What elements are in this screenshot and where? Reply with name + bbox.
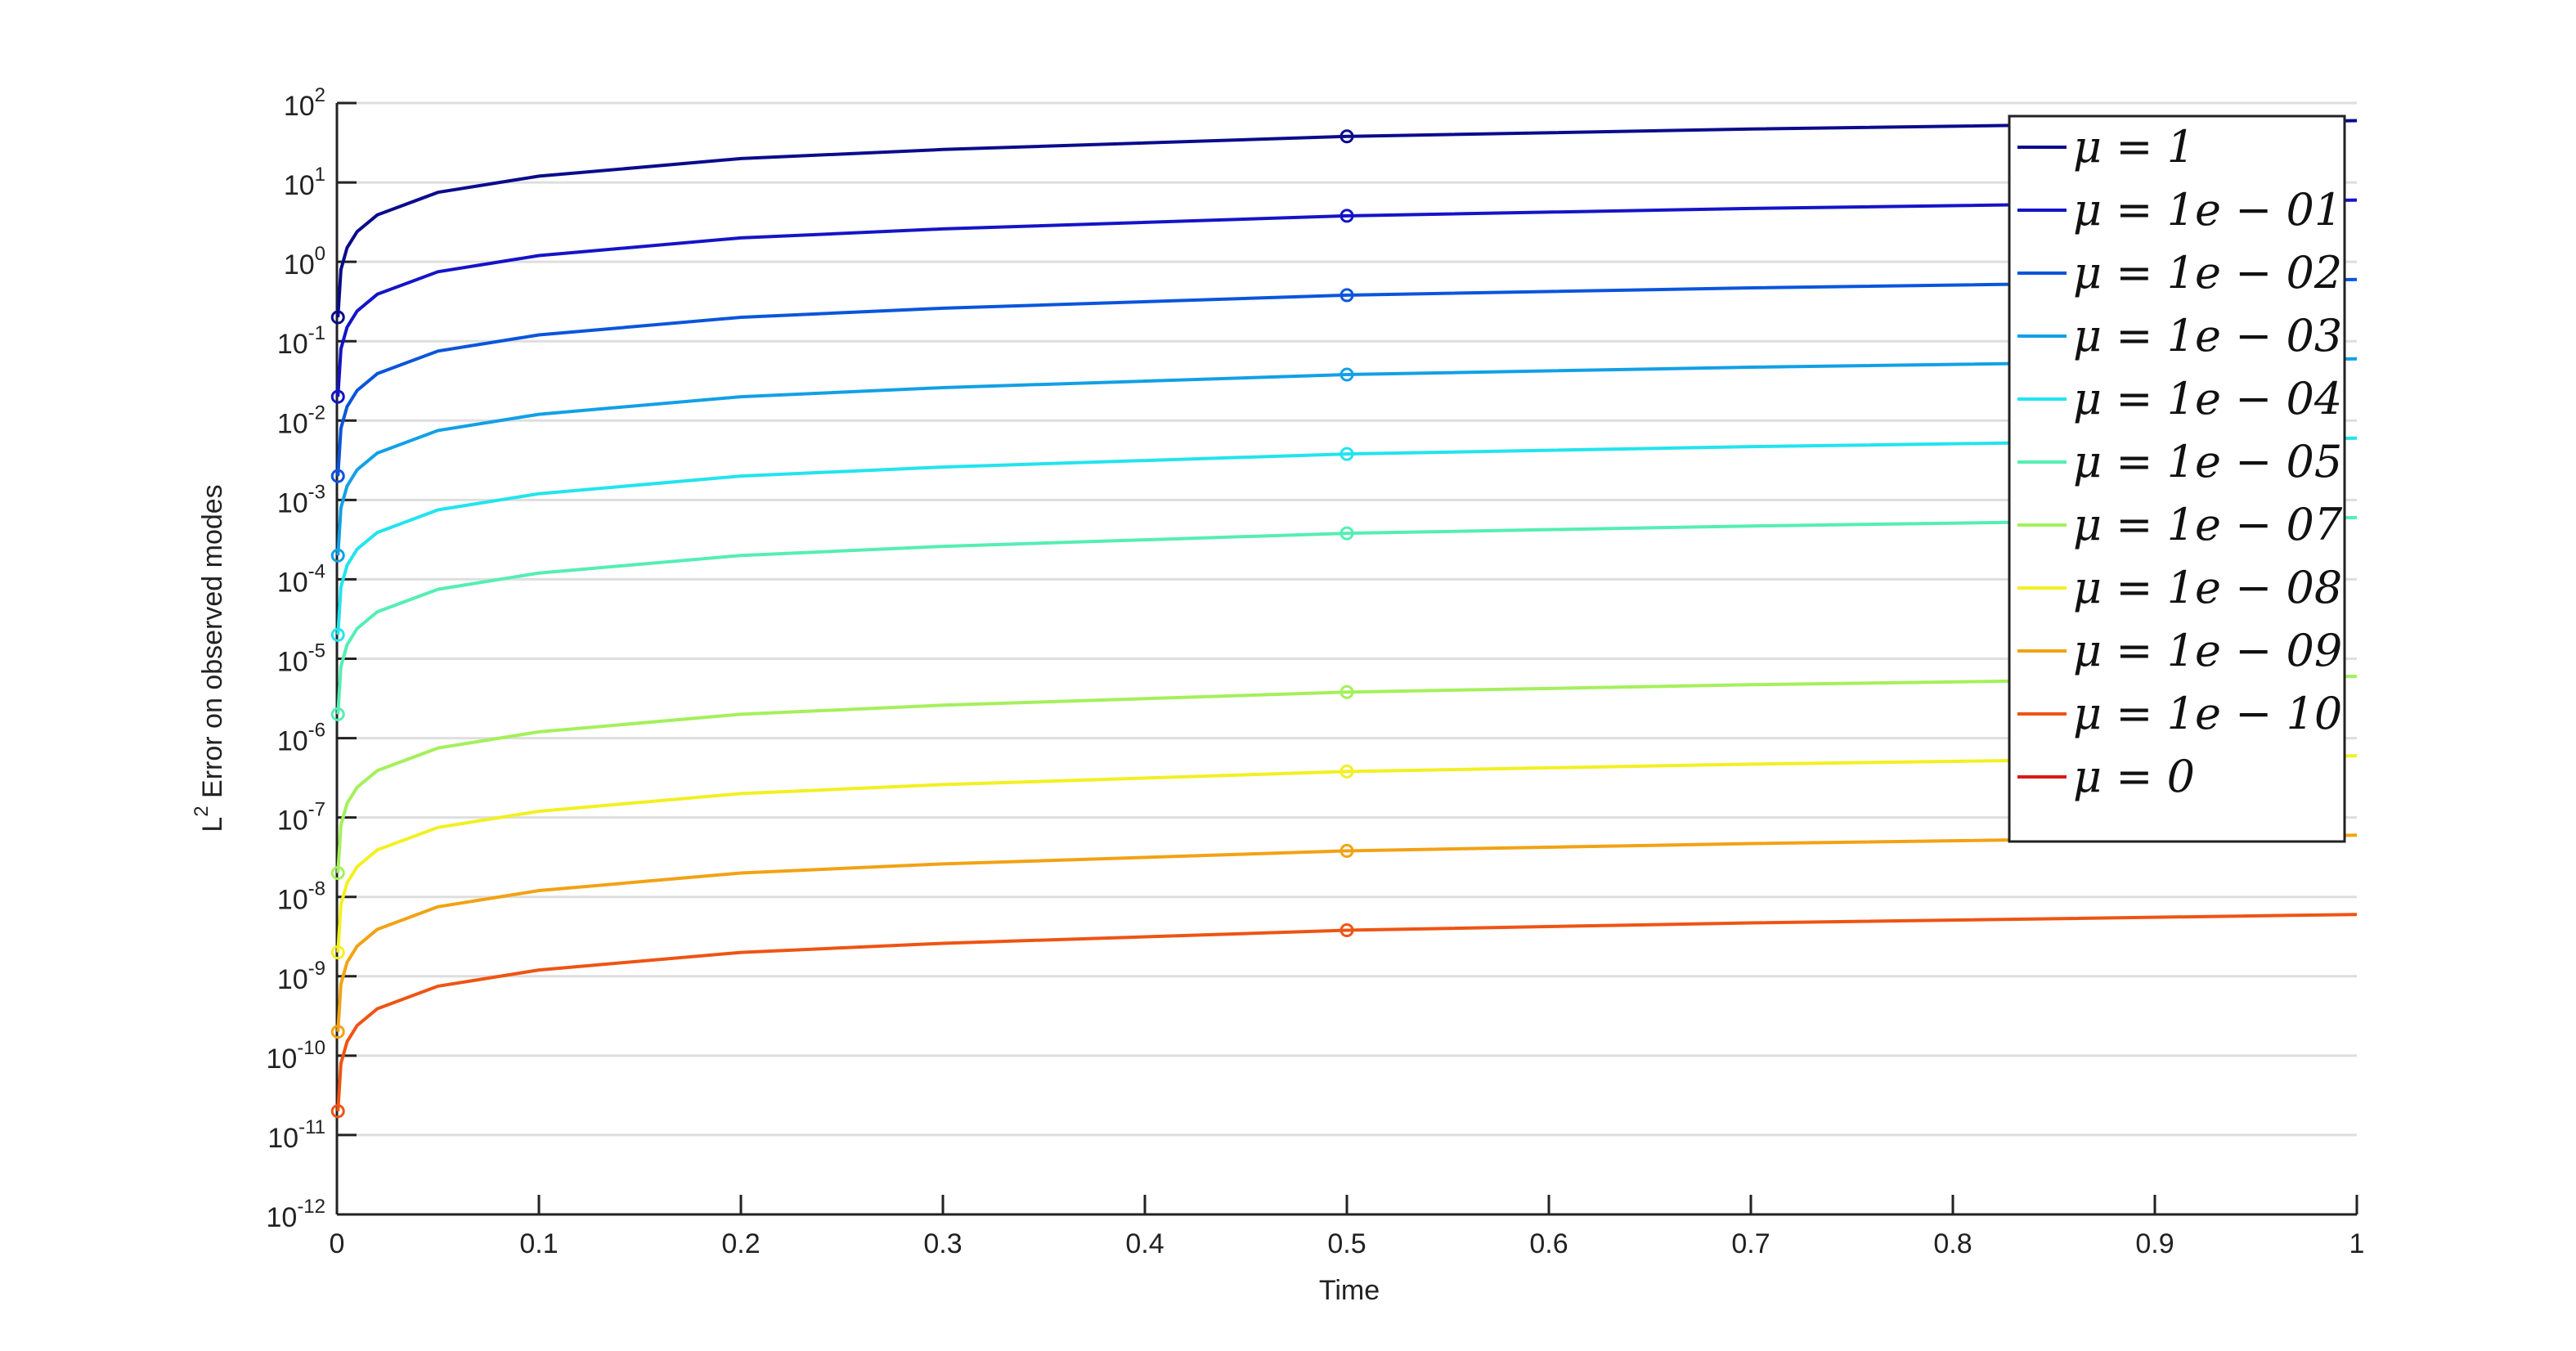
- series-line: [336, 277, 2358, 477]
- series-line: [336, 754, 2358, 953]
- series-marker: [330, 1104, 345, 1119]
- y-tick-label: 10-6: [277, 720, 325, 757]
- series-marker: [330, 469, 345, 483]
- legend-label: μ = 1e − 05: [2073, 436, 2342, 487]
- y-tick-label: 10-7: [277, 799, 325, 837]
- x-tick-label: 0.8: [1933, 1228, 1972, 1259]
- x-tick-label: 0.3: [923, 1228, 962, 1259]
- y-tick-label: 10-1: [277, 323, 325, 361]
- series-line: [336, 675, 2358, 873]
- x-tick-label: 0: [330, 1228, 345, 1259]
- x-tick-label: 0.1: [519, 1228, 558, 1259]
- series-marker: [1340, 209, 1354, 223]
- legend-box: [2008, 114, 2346, 843]
- y-tick-label: 10-10: [266, 1037, 325, 1075]
- legend-label: μ = 1e − 10: [2073, 688, 2342, 739]
- y-tick-label: 10-8: [277, 878, 325, 916]
- series-marker: [330, 548, 345, 563]
- legend-label: μ = 0: [2073, 751, 2195, 802]
- x-tick-label: 1: [2349, 1228, 2365, 1259]
- series-marker: [1340, 764, 1354, 779]
- series-marker: [1340, 129, 1354, 144]
- series-line: [336, 833, 2358, 1032]
- series-marker: [330, 865, 345, 880]
- legend-label: μ = 1e − 03: [2073, 310, 2342, 361]
- x-tick-label: 0.9: [2135, 1228, 2174, 1259]
- legend-label: μ = 1e − 02: [2073, 247, 2342, 298]
- series-line: [336, 119, 2358, 318]
- series-marker: [330, 627, 345, 642]
- y-tick-label: 10-2: [277, 402, 325, 440]
- x-tick-label: 0.7: [1731, 1228, 1770, 1259]
- series-marker: [1340, 923, 1354, 938]
- series-line: [336, 515, 2358, 715]
- legend-label: μ = 1e − 08: [2073, 562, 2342, 613]
- series-line: [336, 357, 2358, 556]
- y-tick-label: 10-4: [277, 561, 325, 599]
- y-tick-label: 10-9: [277, 958, 325, 995]
- y-tick-label: 102: [284, 84, 325, 122]
- series-marker: [330, 389, 345, 404]
- legend-label: μ = 1e − 09: [2073, 625, 2342, 676]
- series-marker: [330, 945, 345, 960]
- y-tick-label: 10-12: [266, 1196, 325, 1233]
- series-line: [336, 436, 2358, 635]
- series-marker: [1340, 447, 1354, 461]
- series-marker: [330, 707, 345, 721]
- y-tick-label: 101: [284, 164, 325, 201]
- series-marker: [1340, 288, 1354, 303]
- x-axis-label: Time: [1319, 1275, 1380, 1306]
- legend-label: μ = 1e − 01: [2073, 184, 2342, 236]
- x-tick-label: 0.5: [1327, 1228, 1366, 1259]
- y-tick-label: 100: [284, 243, 325, 281]
- series-line: [336, 198, 2358, 397]
- y-tick-label: 10-5: [277, 640, 325, 678]
- series-marker: [330, 1025, 345, 1039]
- series-line: [336, 913, 2358, 1111]
- x-tick-label: 0.2: [721, 1228, 760, 1259]
- legend-label: μ = 1: [2073, 121, 2195, 173]
- series-marker: [1340, 843, 1354, 858]
- y-tick-label: 10-3: [277, 482, 325, 519]
- series-marker: [1340, 367, 1354, 382]
- legend-label: μ = 1e − 07: [2073, 499, 2343, 550]
- series-marker: [330, 310, 345, 325]
- y-axis-label: L2 Error on observed modes: [191, 484, 228, 832]
- y-tick-label: 10-11: [267, 1116, 325, 1154]
- x-tick-label: 0.6: [1529, 1228, 1568, 1259]
- x-tick-label: 0.4: [1125, 1228, 1164, 1259]
- legend-label: μ = 1e − 04: [2073, 373, 2342, 424]
- series-marker: [1340, 526, 1354, 541]
- series-marker: [1340, 684, 1354, 699]
